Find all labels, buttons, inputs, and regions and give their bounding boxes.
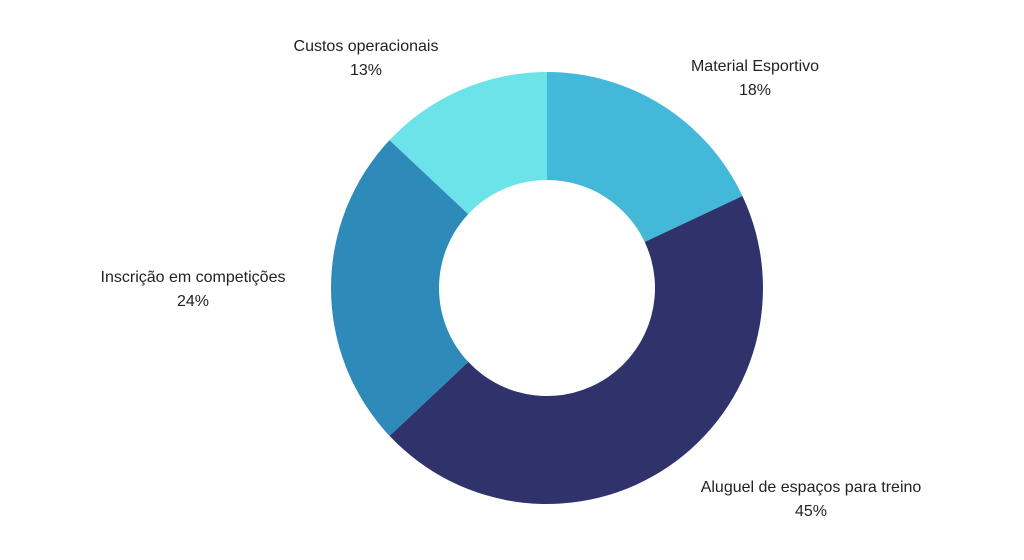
slice-value-label-3: 24% [177, 293, 209, 310]
pie-slice-3 [330, 140, 469, 436]
slice-label-1: Material Esportivo [691, 58, 819, 75]
pie-slice-4 [389, 72, 547, 215]
slice-label-3: Inscrição em competições [101, 269, 286, 286]
slice-label-4: Custos operacionais [294, 38, 439, 55]
slice-value-label-2: 45% [795, 503, 827, 520]
pie-slice-1 [547, 72, 743, 243]
pie-slice-2 [389, 196, 763, 504]
slice-label-2: Aluguel de espaços para treino [701, 479, 922, 496]
slice-value-label-1: 18% [739, 82, 771, 99]
slice-value-label-4: 13% [350, 62, 382, 79]
